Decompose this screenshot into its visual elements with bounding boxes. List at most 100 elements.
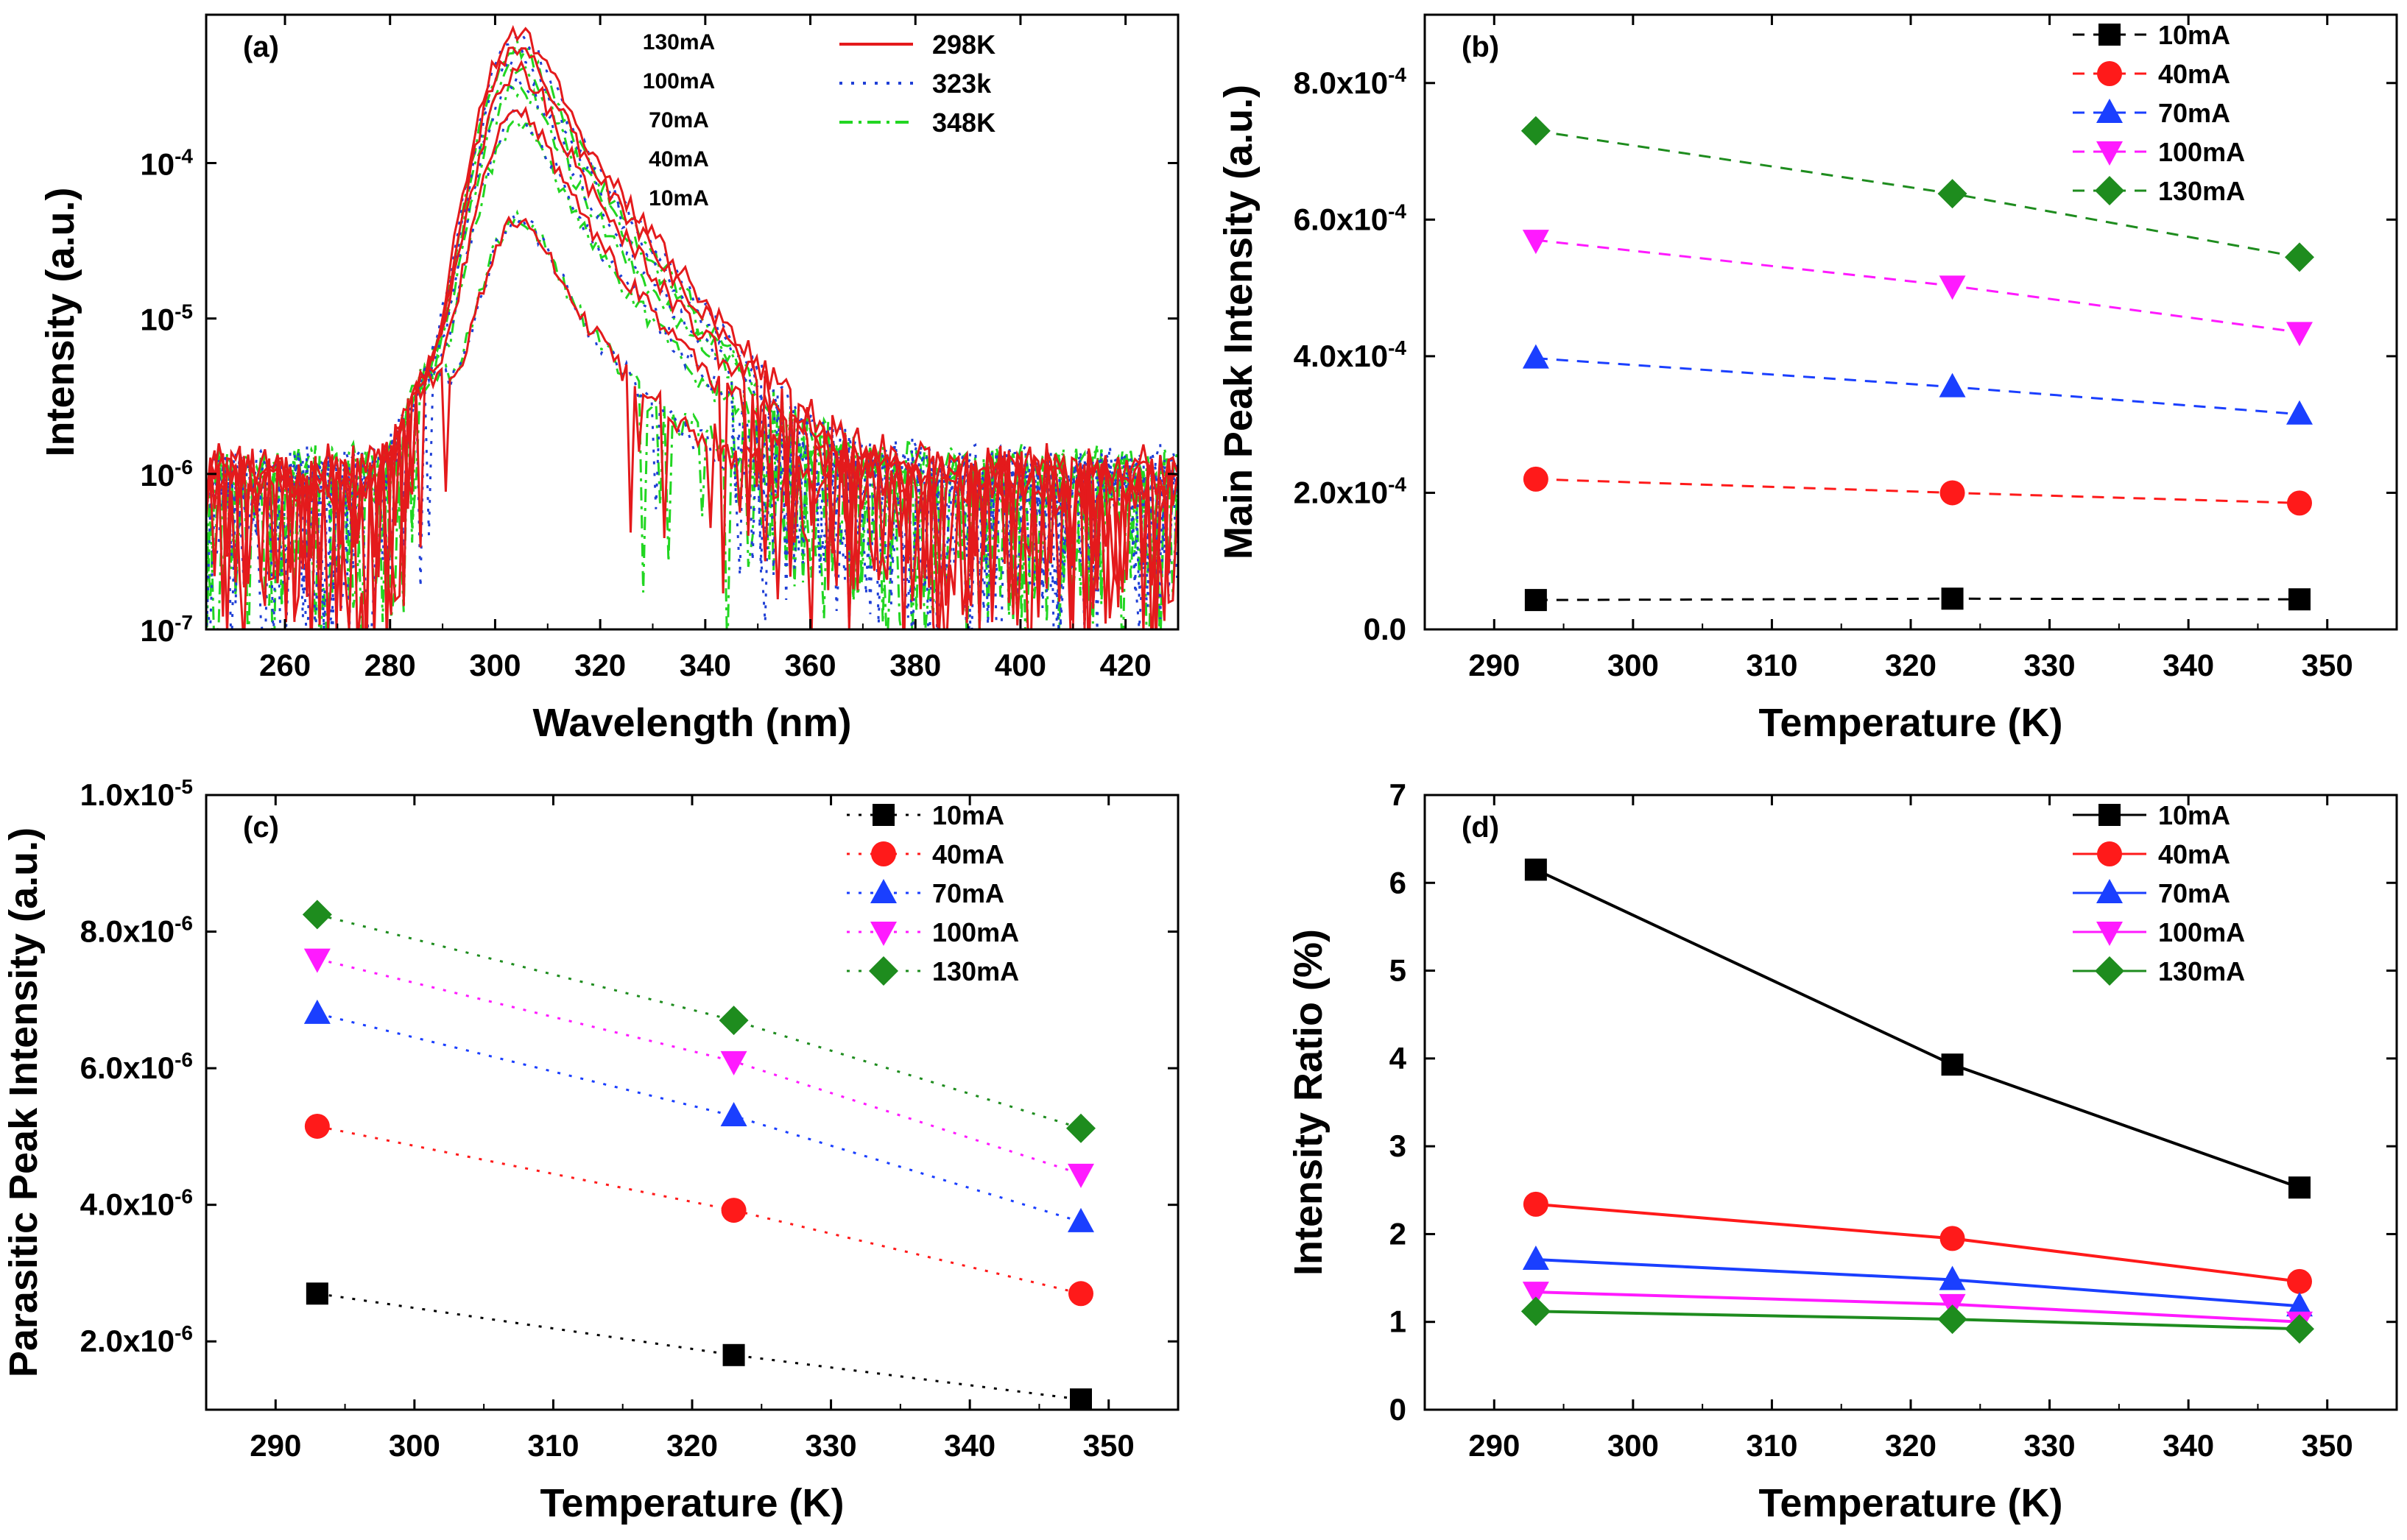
- x-tick-label: 330: [2024, 648, 2076, 682]
- x-axis-title: Temperature (K): [1758, 1481, 2062, 1525]
- x-tick-label: 340: [680, 648, 731, 682]
- chart-panel-a: 260 280 300 320 340 360 380 400 420 10-7 10-6 10-5 1…: [38, 13, 1180, 745]
- x-tick-label: 310: [1746, 648, 1797, 682]
- legend-label: 40mA: [2158, 59, 2230, 89]
- y-tick-label: 8.0x10-4: [1294, 63, 1407, 100]
- x-axis-title: Temperature (K): [1758, 701, 2062, 745]
- x-tick-label: 350: [2302, 1428, 2353, 1463]
- legend-label: 130mA: [2158, 176, 2245, 206]
- legend-entry: 348K: [839, 107, 995, 138]
- legend-marker: [2096, 922, 2123, 946]
- data-point: [2288, 1176, 2311, 1199]
- x-tick-label: 340: [2163, 648, 2214, 682]
- plot-frame: [1423, 13, 2398, 631]
- legend-label: 100mA: [2158, 917, 2245, 947]
- series-100mA: [1522, 230, 2313, 347]
- series-line: [1535, 1310, 2300, 1331]
- data-point: [2287, 1268, 2312, 1294]
- legend-entry: 70mA: [2073, 878, 2230, 908]
- x-tick-label: 260: [259, 648, 311, 682]
- series-10mA: [1524, 587, 2311, 612]
- legend-entry: 70mA: [847, 878, 1004, 908]
- legend-entry: 40mA: [847, 839, 1004, 869]
- series-line: [317, 913, 1082, 1130]
- legend-label: 70mA: [932, 878, 1004, 908]
- legend-label: 348K: [932, 107, 995, 138]
- legend-entry: 40mA: [2073, 839, 2230, 869]
- y-tick-label: 5: [1389, 953, 1406, 988]
- x-tick-label: 320: [1885, 1428, 1936, 1463]
- legend-marker: [2096, 99, 2123, 123]
- legend-label: 70mA: [2158, 878, 2230, 908]
- legend-marker: [2097, 841, 2122, 866]
- y-tick-label: 1.0x10-5: [80, 775, 193, 812]
- y-axis-title: Intensity (a.u.): [38, 187, 82, 456]
- x-tick-label: 290: [1468, 648, 1520, 682]
- spectrum-298K-10mA: [206, 215, 1178, 629]
- y-tick-label: 3: [1389, 1128, 1406, 1163]
- data-point: [1941, 1053, 1964, 1076]
- y-axis-title: Parasitic Peak Intensity (a.u.): [1, 827, 46, 1377]
- data-point: [2285, 242, 2314, 272]
- chart-panel-c: 290 300 310 320 330 340 350 2.0x10-6 4.0x10-6 6.0…: [1, 775, 1180, 1525]
- y-tick-label: 6.0x10-6: [80, 1048, 193, 1085]
- spectra: [206, 24, 1178, 629]
- spectrum-323k-130mA: [206, 32, 1178, 629]
- series-100mA: [1522, 1282, 2313, 1336]
- x-tick-label: 330: [806, 1428, 857, 1463]
- y-tick-label: 4.0x10-6: [80, 1185, 193, 1222]
- x-tick-label: 320: [574, 648, 626, 682]
- x-tick-label: 320: [1885, 648, 1936, 682]
- legend-label: 100mA: [2158, 137, 2245, 167]
- y-tick-label: 10-6: [140, 456, 193, 492]
- series-line: [1535, 357, 2300, 416]
- series-line: [1535, 597, 2300, 601]
- x-tick-label: 360: [785, 648, 836, 682]
- legend-entry: 130mA: [2073, 956, 2245, 986]
- legend-entry: 10mA: [2073, 800, 2230, 830]
- legend-label: 10mA: [2158, 800, 2230, 830]
- data-point: [2285, 1314, 2314, 1344]
- y-tick-label: 7: [1389, 777, 1406, 812]
- series-40mA: [1523, 466, 2312, 516]
- data-point: [1523, 1191, 1548, 1217]
- panel-label: (c): [243, 811, 279, 844]
- data-point: [2286, 1292, 2313, 1317]
- series-10mA: [306, 1282, 1092, 1411]
- legend-label: 10mA: [932, 800, 1004, 830]
- panel-label: (b): [1462, 31, 1499, 63]
- data-point: [1522, 1246, 1549, 1271]
- data-point: [303, 999, 331, 1024]
- x-tick-label: 280: [364, 648, 416, 682]
- data-point: [1939, 1265, 1966, 1290]
- series-line: [317, 1012, 1082, 1223]
- chart-panel-b: 290 300 310 320 330 340 350 0.0 2.0x10-4 4.0x10-4…: [1216, 13, 2398, 745]
- x-tick-label: 300: [1607, 648, 1659, 682]
- legend-marker: [2095, 956, 2124, 986]
- data-point: [1524, 589, 1547, 612]
- series-130mA: [1520, 1296, 2314, 1344]
- data-point: [1068, 1163, 1094, 1188]
- data-point: [721, 1198, 747, 1223]
- data-point: [1068, 1281, 1093, 1307]
- series-130mA: [302, 900, 1096, 1143]
- data-point: [302, 900, 332, 930]
- spectrum-323k-40mA: [206, 109, 1178, 629]
- data-point: [719, 1006, 749, 1036]
- data-point: [1524, 858, 1547, 881]
- plot-frame: [205, 794, 1180, 1411]
- series-10mA: [1524, 858, 2311, 1199]
- x-tick-label: 350: [1083, 1428, 1135, 1463]
- legend-marker: [870, 922, 897, 946]
- data-point: [1522, 344, 1549, 369]
- current-annotation: 10mA: [649, 186, 709, 211]
- y-tick-label: 1: [1389, 1304, 1406, 1339]
- series-40mA: [1523, 1191, 2312, 1294]
- y-axis-title: Main Peak Intensity (a.u.): [1216, 85, 1261, 559]
- data-point: [720, 1102, 747, 1127]
- legend-label: 100mA: [932, 917, 1019, 947]
- y-tick-label: 0: [1389, 1392, 1406, 1427]
- x-tick-label: 330: [2024, 1428, 2076, 1463]
- x-tick-label: 340: [2163, 1428, 2214, 1463]
- x-tick-label: 290: [1468, 1428, 1520, 1463]
